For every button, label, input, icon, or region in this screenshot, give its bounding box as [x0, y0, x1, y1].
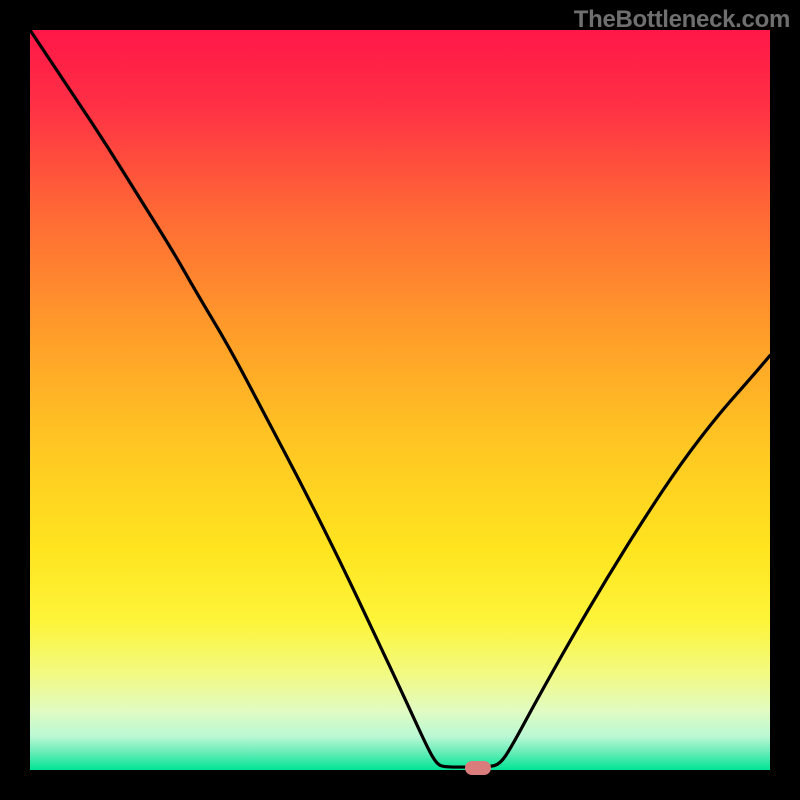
watermark-text: TheBottleneck.com: [574, 6, 790, 34]
optimal-point-marker: [465, 761, 491, 775]
bottleneck-curve: [30, 30, 770, 770]
plot-area: [30, 30, 770, 770]
chart-frame: TheBottleneck.com: [0, 0, 800, 800]
